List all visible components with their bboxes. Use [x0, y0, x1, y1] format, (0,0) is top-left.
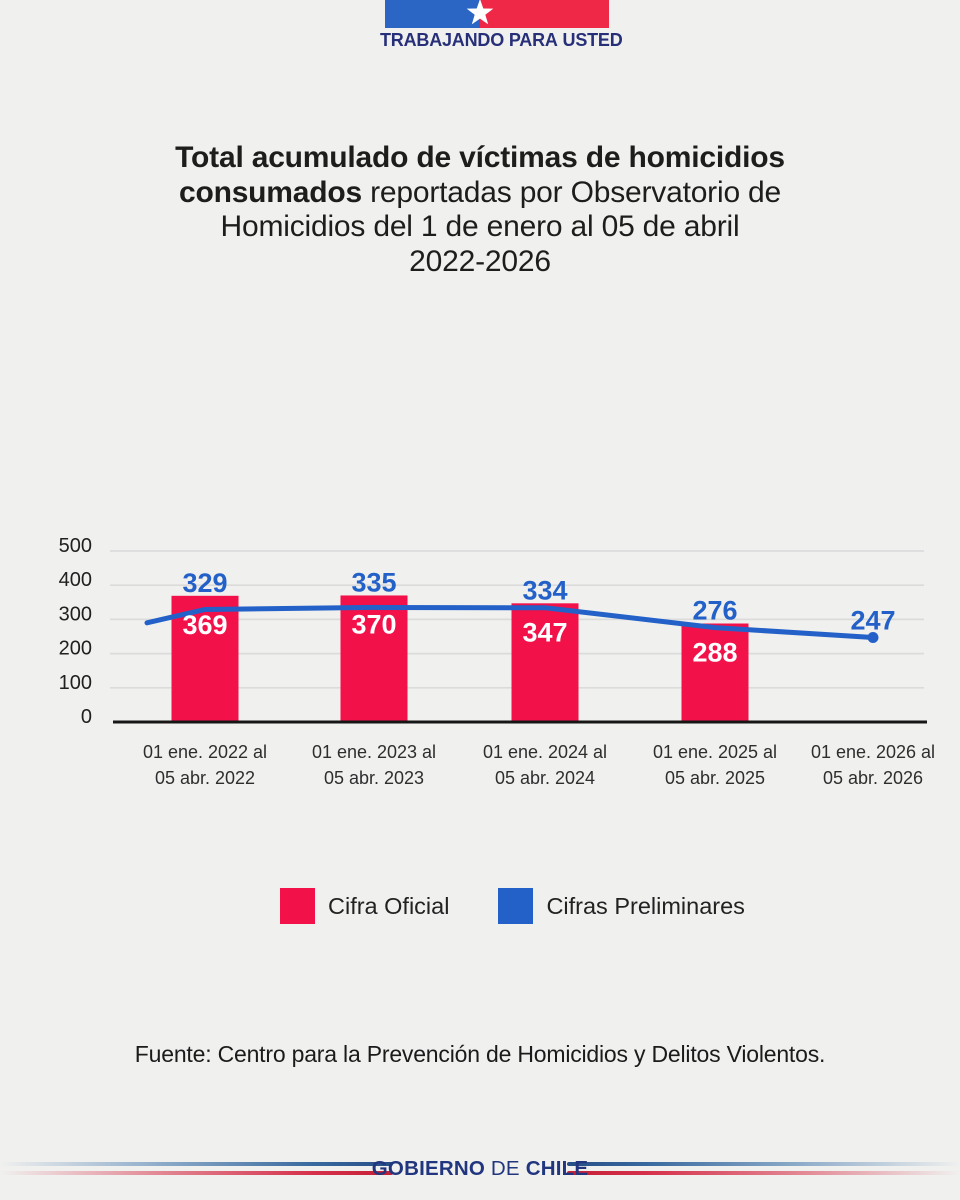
y-tick-label-300: 300 [59, 603, 92, 625]
legend-label-cifras-preliminares: Cifras Preliminares [546, 892, 745, 919]
footer-word-chile: CHILE [525, 1157, 589, 1180]
x-label-1-1: 01 ene. 2023 al [312, 742, 436, 762]
y-tick-label-0: 0 [81, 706, 92, 728]
bar-2025 [681, 623, 749, 722]
x-label-3-2: 05 abr. 2025 [665, 768, 765, 788]
x-label-4-1: 01 ene. 2026 al [811, 742, 935, 762]
bar-value-label-347: 347 [522, 617, 567, 647]
line-value-label-247: 247 [850, 606, 895, 636]
footer-brand: GOBIERNO DE CHILE [0, 1156, 960, 1182]
line-value-label-334: 334 [522, 575, 567, 605]
legend-item-cifra-oficial: Cifra Oficial [280, 888, 449, 924]
footer-line-blue-left [0, 1162, 393, 1166]
line-end-dot [867, 632, 879, 644]
y-tick-label-500: 500 [59, 535, 92, 557]
y-tick-label-100: 100 [59, 672, 92, 694]
title-line-3: Homicidios del 1 de enero al 05 de abril [220, 210, 740, 243]
y-tick-label-400: 400 [59, 569, 92, 591]
header-brand-text: TRABAJANDO PARA USTED [380, 30, 623, 51]
brand-word-para: PARA [508, 30, 558, 50]
source-note: Fuente: Centro para la Prevención de Hom… [134, 1041, 826, 1067]
title-line-4: 2022-2026 [409, 244, 551, 278]
legend-swatch-blue [498, 888, 534, 924]
legend-swatch-red [280, 888, 315, 924]
bar-value-label-370: 370 [351, 609, 396, 639]
x-label-4-2: 05 abr. 2026 [823, 768, 923, 788]
chile-flag-banner [385, 0, 609, 28]
chart-area: 0 100 200 300 400 500 369 370 347 288 329 335 334 276… [0, 530, 960, 800]
title-line-1: Total acumulado de víctimas de homicidio… [175, 141, 785, 174]
x-label-2-2: 05 abr. 2024 [495, 768, 595, 788]
footer-word-gobierno: GOBIERNO [371, 1157, 486, 1180]
x-label-2-1: 01 ene. 2024 al [483, 742, 607, 762]
title-line-2: consumados reportadas por Observatorio d… [178, 175, 782, 209]
x-label-0-2: 05 abr. 2022 [155, 768, 255, 788]
flag-red-field [480, 0, 609, 28]
brand-word-trabajando: TRABAJANDO [380, 30, 505, 50]
footer-line-red-right [567, 1171, 960, 1175]
flag-blue-field [385, 0, 480, 28]
legend-label-cifra-oficial: Cifra Oficial [328, 892, 450, 919]
legend-item-cifras-preliminares: Cifras Preliminares [498, 888, 745, 924]
footer-line-blue-right [567, 1162, 960, 1166]
star-icon [466, 0, 494, 25]
line-value-label-335: 335 [351, 567, 396, 597]
bar-2024 [511, 603, 579, 722]
x-label-3-1: 01 ene. 2025 al [653, 742, 777, 762]
y-tick-label-200: 200 [59, 638, 92, 660]
footer-line-red-left [0, 1171, 393, 1175]
bar-value-label-369: 369 [182, 610, 227, 640]
bar-value-label-288: 288 [692, 638, 737, 668]
x-label-0-1: 01 ene. 2022 al [143, 742, 267, 762]
footer-word-de: DE [490, 1157, 520, 1180]
bar-2023 [340, 595, 408, 722]
brand-word-usted: USTED [562, 30, 623, 50]
preliminares-line [144, 604, 876, 641]
chart-legend: Cifra Oficial Cifras Preliminares [280, 888, 745, 924]
line-value-label-329: 329 [182, 568, 227, 598]
chart-svg: 0 100 200 300 400 500 369 370 347 288 329 335 334 276… [59, 535, 935, 788]
line-value-label-276: 276 [692, 596, 737, 626]
page-title: Total acumulado de víctimas de homicidio… [0, 141, 960, 279]
x-label-1-2: 05 abr. 2023 [324, 768, 424, 788]
